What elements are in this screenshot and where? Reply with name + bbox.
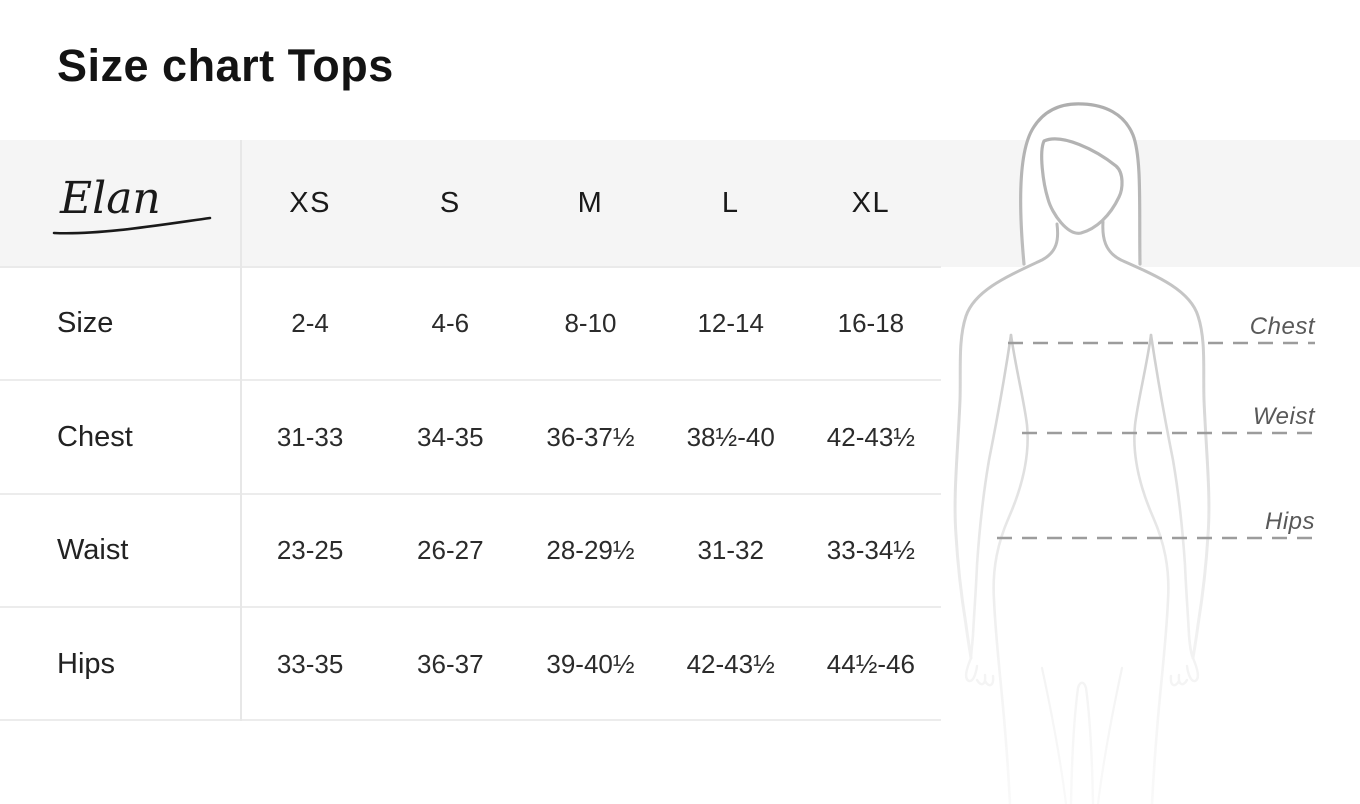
- silhouette-head-fill: [1020, 103, 1140, 267]
- row-label-hips: Hips: [57, 647, 116, 680]
- silhouette-left-inner-arm: [969, 333, 1013, 660]
- silhouette-face: [1040, 137, 1124, 235]
- row-divider: [0, 266, 941, 268]
- row-divider: [0, 606, 941, 608]
- row-label-waist: Waist: [57, 534, 129, 567]
- chest-value-cell: 36-37½: [546, 421, 635, 452]
- silhouette-right-hand: [1169, 656, 1200, 687]
- chest-label: Chest: [1250, 313, 1316, 340]
- size-table: Elan XS S M L XL Size 2-4 4-6 8-10 12-14…: [0, 140, 941, 721]
- waist-value-cell: 23-25: [276, 535, 344, 566]
- waist-value-cell: 31-32: [697, 535, 764, 566]
- brand-logo-underline: [52, 216, 212, 235]
- table-bottom-border: [0, 719, 941, 721]
- silhouette-left-shoulder-arm: [953, 222, 1060, 660]
- brand-logo-text: Elan: [59, 173, 161, 224]
- size-value-cell: 2-4: [291, 308, 329, 339]
- waist-value-cell: 26-27: [417, 535, 484, 566]
- hips-value-cell: 42-43½: [686, 648, 775, 679]
- size-value-cell: 12-14: [697, 308, 764, 339]
- size-column-header-m: M: [577, 187, 604, 219]
- silhouette-left-inner-thigh: [1040, 666, 1068, 804]
- size-column-header-xs: XS: [289, 187, 331, 219]
- female-silhouette-illustration: Chest Weist Hips: [953, 102, 1316, 804]
- silhouette-right-shoulder-arm: [1101, 220, 1211, 660]
- silhouette-left-torso-leg: [992, 333, 1029, 804]
- row-divider: [0, 493, 941, 495]
- waist-label: Weist: [1253, 403, 1316, 430]
- size-value-cell: 4-6: [431, 308, 470, 339]
- silhouette-right-inner-thigh: [1096, 666, 1124, 804]
- chest-value-cell: 31-33: [276, 421, 344, 452]
- brand-logo-graphic: Elan: [52, 173, 212, 235]
- silhouette-hair: [1019, 102, 1142, 266]
- row-label-chest: Chest: [57, 420, 133, 453]
- silhouette-right-inner-arm: [1149, 333, 1195, 660]
- size-column-header-l: L: [721, 187, 740, 219]
- waist-value-cell: 28-29½: [546, 535, 635, 566]
- chest-value-cell: 42-43½: [826, 421, 915, 452]
- column-divider: [240, 140, 242, 721]
- brand-logo: Elan: [0, 140, 240, 267]
- hips-value-cell: 39-40½: [546, 648, 635, 679]
- waist-value-cell: 33-34½: [826, 535, 915, 566]
- silhouette-inner-legs: [1069, 681, 1095, 804]
- hips-value-cell: 36-37: [417, 648, 484, 679]
- size-column-header-s: S: [439, 187, 461, 219]
- silhouette-right-torso-leg: [1133, 333, 1170, 804]
- hips-value-cell: 33-35: [276, 648, 344, 679]
- row-divider: [0, 379, 941, 381]
- row-label-size: Size: [57, 307, 114, 340]
- chest-value-cell: 38½-40: [686, 421, 775, 452]
- hips-value-cell: 44½-46: [826, 648, 915, 679]
- chest-value-cell: 34-35: [417, 421, 484, 452]
- body-measurement-diagram: Chest Weist Hips: [930, 100, 1360, 804]
- size-column-header-xl: XL: [851, 187, 891, 219]
- page-title: Size chart Tops: [57, 40, 394, 91]
- size-value-cell: 16-18: [837, 308, 905, 339]
- size-value-cell: 8-10: [564, 308, 617, 339]
- silhouette-left-hand: [964, 656, 995, 687]
- hips-label: Hips: [1265, 508, 1315, 535]
